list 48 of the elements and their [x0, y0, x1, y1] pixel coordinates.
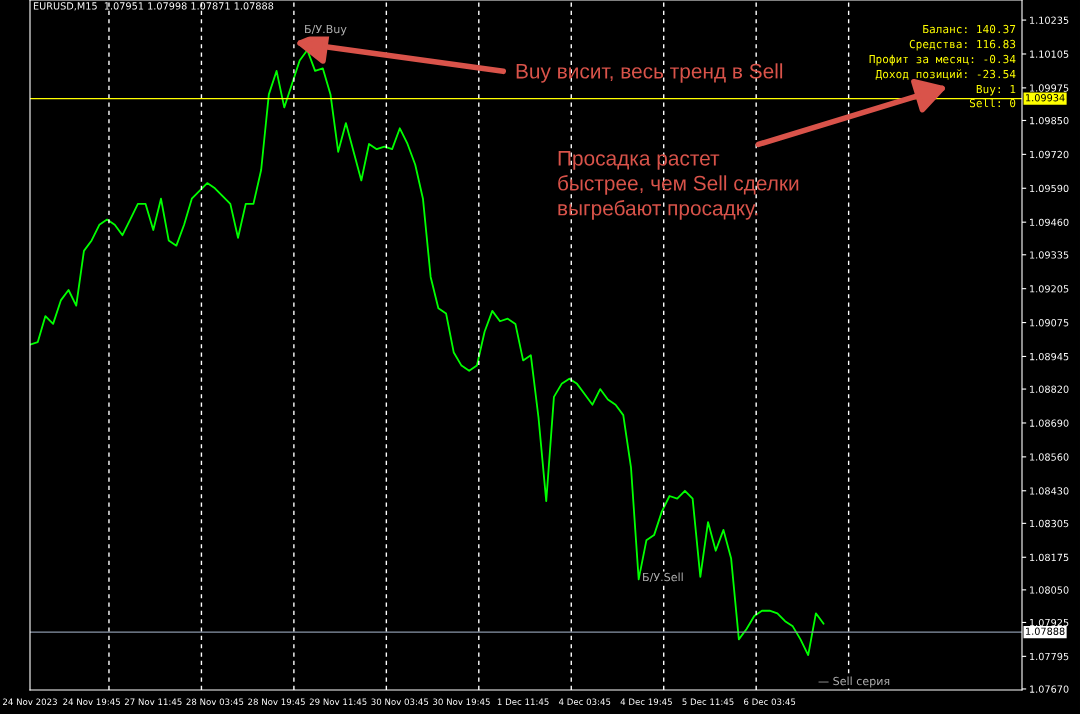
x-tick-label: 4 Dec 03:45: [558, 698, 611, 705]
y-tick-label: 1.08430: [1030, 487, 1069, 495]
annotation: Доход позиций: -23.54: [875, 69, 1016, 80]
annotation: Средства: 116.83: [909, 39, 1016, 51]
y-tick-label: 1.07925: [1030, 618, 1069, 627]
y-tick-label: 1.08690: [1030, 419, 1069, 427]
y-tick-label: 1.09075: [1030, 319, 1069, 327]
y-tick-label: 1.09205: [1030, 285, 1069, 293]
chart-title: EURUSD,M15 1.07951 1.07998 1.07871 1.07888: [33, 2, 274, 11]
y-tick-label: 1.08050: [1030, 586, 1069, 594]
y-tick-label: 1.09460: [1030, 218, 1069, 227]
annotation: Buy висит, весь тренд в Sell: [516, 63, 783, 83]
y-tick-label: 1.09975: [1030, 84, 1069, 92]
y-tick-label: 1.08175: [1030, 553, 1069, 562]
y-tick-label: 1.10235: [1030, 16, 1069, 24]
y-tick-label: 1.07670: [1030, 685, 1069, 693]
annotation: Б/У.Buy: [305, 24, 347, 36]
annotation: Buy: 1: [976, 84, 1016, 96]
annotation: Баланс: 140.37: [923, 24, 1016, 34]
y-tick-label: 1.09850: [1030, 116, 1069, 125]
x-tick-label: 5 Dec 11:45: [682, 698, 734, 705]
x-tick-label: 1 Dec 11:45: [497, 698, 549, 705]
x-tick-label: 24 Nov 2023: [3, 698, 57, 705]
y-tick-label: 1.08560: [1030, 453, 1069, 461]
x-tick-label: 6 Dec 03:45: [744, 698, 796, 705]
line-series: [30, 49, 825, 656]
x-tick-label: 28 Nov 03:45: [186, 698, 244, 705]
x-tick-label: 27 Nov 11:45: [124, 698, 182, 705]
x-tick-label: 24 Nov 19:45: [63, 698, 120, 705]
x-tick-label: 4 Dec 19:45: [620, 698, 672, 705]
y-tick-label: 1.08305: [1030, 519, 1069, 528]
y-tick-label: 1.09720: [1030, 150, 1069, 159]
y-tick-label: 1.07795: [1030, 652, 1069, 661]
annotation: Б/У.Sell: [643, 572, 683, 583]
y-tick-label: 1.08820: [1030, 385, 1069, 393]
annotation: Профит за месяц: -0.34: [869, 54, 1016, 66]
annotation: Просадка растет быстрее, чем Sell сделки выгребают просадку.: [558, 151, 799, 220]
x-tick-label: 28 Nov 19:45: [248, 698, 305, 705]
annotation: — Sell серия: [818, 676, 890, 688]
x-tick-label: 30 Nov 03:45: [371, 698, 429, 705]
ref-line-label: 1.07888: [1026, 627, 1065, 635]
y-tick-label: 1.09335: [1030, 251, 1069, 259]
y-tick-label: 1.09590: [1030, 184, 1069, 193]
x-tick-label: 30 Nov 19:45: [433, 698, 490, 705]
x-tick-label: 29 Nov 11:45: [309, 698, 367, 705]
ref-line-label: 1.09934: [1026, 94, 1065, 102]
y-tick-label: 1.08945: [1030, 352, 1069, 361]
y-tick-label: 1.10105: [1030, 50, 1069, 58]
